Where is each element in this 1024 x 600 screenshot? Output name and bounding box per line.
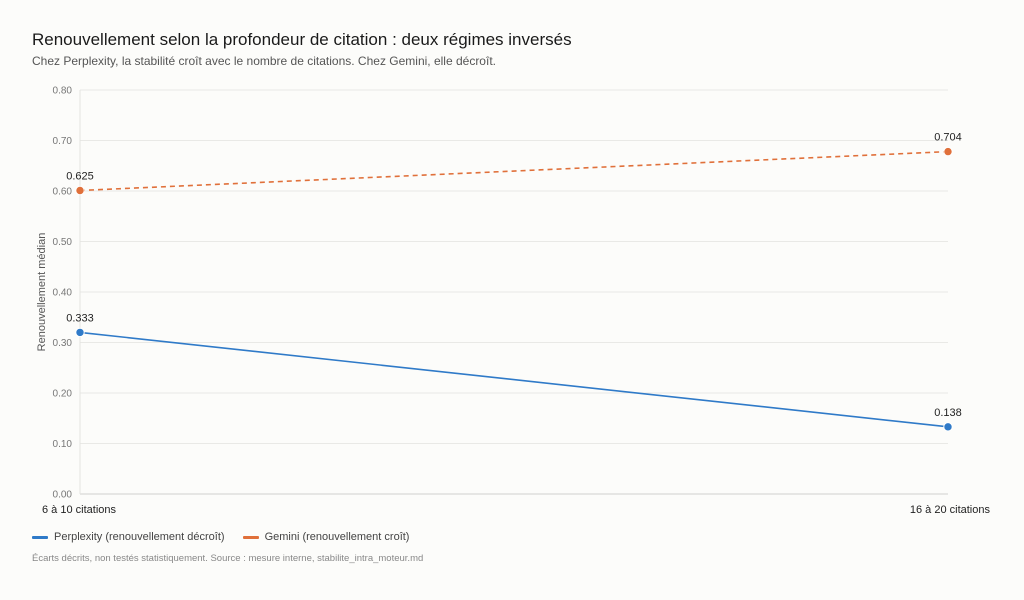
y-tick-label: 0.60 <box>53 187 73 198</box>
data-label-perplexity: 0.333 <box>66 312 94 324</box>
legend: Perplexity (renouvellement décroît) Gemi… <box>32 531 409 543</box>
data-point-perplexity <box>75 327 85 338</box>
data-point-perplexity <box>943 422 953 432</box>
data-label-gemini: 0.704 <box>934 132 962 144</box>
y-axis-label: Renouvellement médian <box>36 233 48 352</box>
y-tick-label: 0.20 <box>53 389 73 400</box>
y-tick-labels: 0.00 0.10 0.20 0.30 0.40 0.50 0.60 0.70 0.80 <box>53 86 73 501</box>
y-tick-label: 0.30 <box>53 338 73 349</box>
legend-item-perplexity: Perplexity (renouvellement décroît) <box>32 531 225 543</box>
series-line-perplexity <box>79 331 949 428</box>
data-point-gemini <box>943 146 953 157</box>
legend-swatch-perplexity <box>32 535 48 539</box>
legend-label-gemini: Gemini (renouvellement croît) <box>264 531 410 543</box>
legend-item-gemini: Gemini (renouvellement croît) <box>242 531 410 543</box>
y-tick-label: 0.80 <box>53 86 73 97</box>
y-tick-label: 0.70 <box>53 136 73 147</box>
x-category-labels: 6 à 10 citations 16 à 20 citations <box>42 504 990 516</box>
data-label-perplexity: 0.138 <box>934 407 962 419</box>
chart-title: Renouvellement selon la profondeur de ci… <box>32 30 572 49</box>
x-category-label: 6 à 10 citations <box>42 504 116 516</box>
legend-swatch-gemini <box>242 535 259 539</box>
series-line-gemini <box>79 150 949 192</box>
legend-label-perplexity: Perplexity (renouvellement décroît) <box>54 531 225 543</box>
y-tick-label: 0.50 <box>53 237 73 248</box>
grid-lines <box>79 89 948 495</box>
data-point-gemini <box>75 185 85 196</box>
data-label-gemini: 0.625 <box>66 170 94 182</box>
y-tick-label: 0.10 <box>53 439 73 450</box>
y-tick-label: 0.00 <box>53 490 73 501</box>
footnote: Écarts décrits, non testés statistiqueme… <box>32 553 424 564</box>
y-tick-label: 0.40 <box>53 288 73 299</box>
chart-subtitle: Chez Perplexity, la stabilité croît avec… <box>32 54 496 68</box>
series-group: 0.333 0.138 0.625 0.704 <box>66 132 962 432</box>
x-category-label: 16 à 20 citations <box>910 504 991 516</box>
